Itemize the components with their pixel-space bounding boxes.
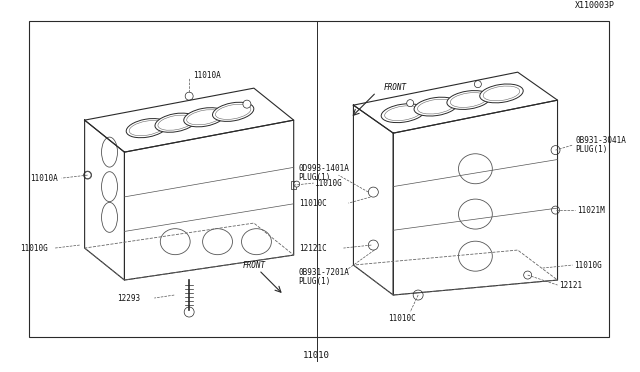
Ellipse shape <box>458 241 492 271</box>
Ellipse shape <box>102 202 118 232</box>
Text: FRONT: FRONT <box>243 260 266 270</box>
Ellipse shape <box>203 229 232 255</box>
Text: 11021M: 11021M <box>577 206 605 215</box>
Bar <box>291 181 296 189</box>
Ellipse shape <box>241 229 271 255</box>
Ellipse shape <box>414 97 458 116</box>
Text: 12293: 12293 <box>118 294 141 302</box>
Circle shape <box>524 271 532 279</box>
Ellipse shape <box>447 91 490 109</box>
Text: PLUG(1): PLUG(1) <box>299 173 331 182</box>
Text: 0D993-1401A: 0D993-1401A <box>299 164 349 173</box>
Bar <box>29 21 609 337</box>
Text: 11010C: 11010C <box>299 199 326 208</box>
Circle shape <box>184 307 194 317</box>
Ellipse shape <box>458 199 492 229</box>
Text: 12121: 12121 <box>559 280 582 289</box>
Circle shape <box>294 181 300 187</box>
Text: 12121C: 12121C <box>299 244 326 253</box>
Text: FRONT: FRONT <box>383 83 406 92</box>
Circle shape <box>406 100 413 107</box>
Ellipse shape <box>184 108 225 127</box>
Circle shape <box>551 145 560 155</box>
Text: 11010G: 11010G <box>315 179 342 187</box>
Circle shape <box>185 92 193 100</box>
Text: PLUG(1): PLUG(1) <box>575 145 608 154</box>
Circle shape <box>474 81 481 88</box>
Ellipse shape <box>212 102 254 121</box>
Circle shape <box>369 187 378 197</box>
Text: 11010G: 11010G <box>20 244 47 253</box>
Text: 11010G: 11010G <box>575 260 602 270</box>
Ellipse shape <box>480 84 524 103</box>
Ellipse shape <box>155 113 196 132</box>
Text: 11010: 11010 <box>303 351 330 360</box>
Circle shape <box>413 290 423 300</box>
Circle shape <box>552 206 559 214</box>
Ellipse shape <box>102 137 118 167</box>
Circle shape <box>84 171 92 179</box>
Text: PLUG(1): PLUG(1) <box>299 276 331 286</box>
Text: 11010C: 11010C <box>388 314 416 323</box>
Text: 11010A: 11010A <box>193 71 221 80</box>
Ellipse shape <box>102 171 118 202</box>
Circle shape <box>243 100 251 108</box>
Text: X110003P: X110003P <box>575 1 615 10</box>
Text: 0B931-7201A: 0B931-7201A <box>299 267 349 276</box>
Text: 0B931-3041A: 0B931-3041A <box>575 136 627 145</box>
Circle shape <box>369 240 378 250</box>
Text: 11010A: 11010A <box>30 174 58 183</box>
Ellipse shape <box>126 119 168 138</box>
Circle shape <box>84 171 91 179</box>
Ellipse shape <box>160 229 190 255</box>
Ellipse shape <box>458 154 492 184</box>
Ellipse shape <box>381 104 424 123</box>
